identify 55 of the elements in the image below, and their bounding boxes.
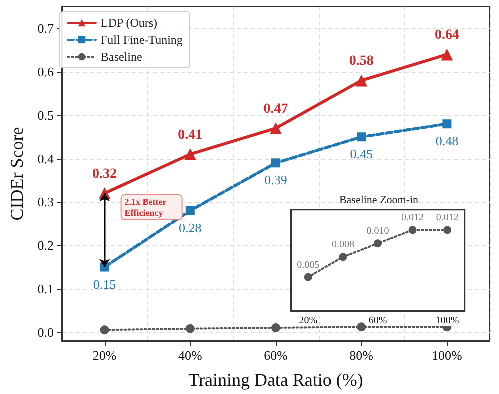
point: [339, 253, 348, 262]
y-tick-label: 0.2: [38, 238, 54, 254]
data-label: 0.47: [264, 102, 288, 117]
point: [186, 324, 195, 334]
y-axis-title: CIDEr Score: [7, 127, 27, 221]
point: [374, 240, 382, 248]
point: [186, 206, 195, 216]
data-label: 0.32: [92, 167, 118, 182]
data-label: 0.39: [264, 172, 288, 188]
y-tick-label: 0.5: [38, 108, 54, 123]
data-label: 0.48: [436, 134, 459, 149]
point: [272, 158, 280, 168]
x-tick-label: 100%: [432, 348, 463, 363]
y-tick-label: 0.7: [38, 21, 54, 36]
point: [442, 120, 452, 129]
x-tick-label: 20%: [92, 348, 117, 363]
x-tick-label: 100%: [436, 316, 460, 326]
x-tick-label: 20%: [299, 316, 318, 326]
data-label: 0.28: [179, 220, 202, 236]
point: [444, 226, 452, 234]
data-label: 0.15: [93, 276, 116, 292]
point: [408, 226, 417, 234]
legend-label: Full Fine-Tuning: [101, 33, 183, 47]
data-label: 0.005: [297, 260, 320, 271]
chart-title: Baseline Zoom-in: [339, 194, 420, 206]
point: [100, 326, 110, 335]
y-tick-label: 0.3: [38, 194, 54, 210]
y-tick-label: 0.0: [38, 324, 54, 340]
data-label: 0.012: [402, 212, 424, 224]
point: [357, 322, 366, 332]
point: [441, 48, 454, 61]
data-label: 0.45: [350, 146, 373, 162]
data-label: 0.64: [434, 28, 460, 44]
x-tick-label: 60%: [264, 348, 288, 363]
point: [304, 273, 312, 282]
point: [356, 74, 368, 87]
x-tick-label: 60%: [368, 316, 388, 326]
legend-label: LDP (Ours): [101, 16, 158, 30]
data-label: 0.58: [349, 54, 374, 70]
x-axis-title: Training Data Ratio (%): [188, 370, 364, 390]
data-label: 0.010: [366, 226, 390, 238]
y-tick-label: 0.1: [38, 281, 54, 296]
point: [270, 122, 282, 134]
data-label: 0.008: [332, 240, 354, 251]
x-tick-label: 80%: [350, 348, 374, 363]
annotation: 2.1x Better Efficiency: [124, 197, 169, 218]
legend-label: Baseline: [101, 50, 142, 64]
point: [272, 323, 280, 332]
point: [184, 148, 196, 160]
point: [357, 132, 366, 142]
y-tick-label: 0.6: [38, 64, 54, 80]
y-tick-label: 0.4: [38, 151, 54, 166]
data-label: 0.41: [178, 128, 203, 143]
x-tick-label: 40%: [178, 348, 202, 363]
data-label: 0.012: [436, 212, 459, 224]
